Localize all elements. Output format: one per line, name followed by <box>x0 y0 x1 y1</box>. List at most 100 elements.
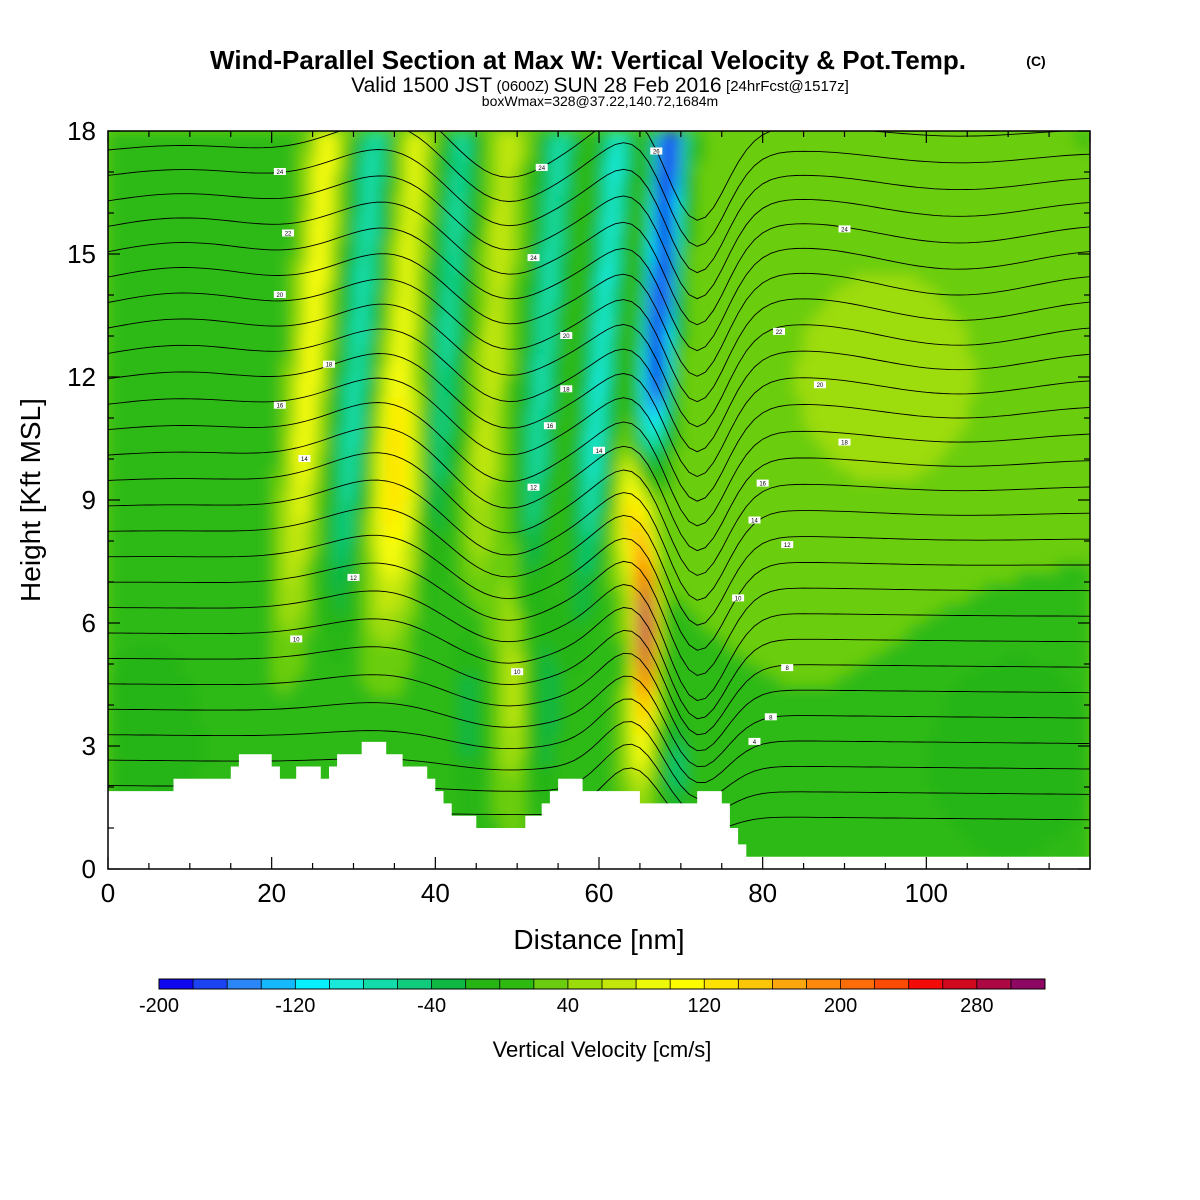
velocity-cell <box>304 233 314 245</box>
velocity-cell <box>108 254 117 265</box>
velocity-cell <box>607 551 616 563</box>
velocity-cell <box>124 684 134 696</box>
velocity-cell <box>590 479 600 491</box>
velocity-cell <box>418 623 428 634</box>
velocity-cell <box>173 315 183 327</box>
velocity-cell <box>566 561 576 573</box>
velocity-cell <box>549 684 559 696</box>
velocity-cell <box>443 520 453 532</box>
velocity-cell <box>508 428 518 440</box>
velocity-cell <box>157 479 166 491</box>
velocity-cell <box>615 530 625 542</box>
velocity-cell <box>353 407 363 419</box>
velocity-cell <box>664 725 674 737</box>
velocity-cell <box>304 305 314 317</box>
velocity-cell <box>394 633 404 645</box>
velocity-cell <box>623 407 633 419</box>
velocity-cell <box>517 243 526 255</box>
velocity-cell <box>443 530 453 542</box>
velocity-cell <box>394 233 404 245</box>
velocity-cell <box>181 489 191 501</box>
velocity-cell <box>173 336 183 347</box>
velocity-cell <box>468 674 477 686</box>
velocity-cell <box>558 684 567 696</box>
velocity-cell <box>582 612 592 624</box>
velocity-cell <box>410 561 420 573</box>
velocity-cell <box>639 602 649 614</box>
velocity-cell <box>410 735 420 747</box>
velocity-cell <box>549 766 559 778</box>
velocity-cell <box>116 479 125 491</box>
velocity-cell <box>631 305 641 317</box>
velocity-cell <box>206 715 215 727</box>
velocity-cell <box>116 694 125 706</box>
velocity-cell <box>189 479 199 491</box>
velocity-cell <box>279 428 289 440</box>
velocity-cell <box>279 571 289 583</box>
velocity-cell <box>402 131 412 142</box>
velocity-cell <box>140 397 150 409</box>
velocity-cell <box>672 797 682 809</box>
velocity-cell <box>230 305 240 317</box>
velocity-cell <box>533 807 543 819</box>
velocity-cell <box>263 694 273 706</box>
velocity-cell <box>541 725 551 737</box>
velocity-cell <box>590 131 600 142</box>
velocity-cell <box>508 438 518 450</box>
velocity-cell <box>206 274 215 286</box>
velocity-cell <box>435 766 445 778</box>
velocity-cell <box>206 202 215 214</box>
velocity-cell <box>664 213 674 224</box>
velocity-cell <box>378 448 387 460</box>
velocity-cell <box>148 489 158 501</box>
velocity-cell <box>296 705 305 716</box>
velocity-cell <box>108 243 117 255</box>
velocity-cell <box>484 377 494 388</box>
velocity-cell <box>140 612 150 624</box>
velocity-cell <box>304 520 314 532</box>
velocity-cell <box>607 182 616 194</box>
velocity-cell <box>247 213 256 224</box>
velocity-cell <box>492 428 502 440</box>
velocity-cell <box>165 346 175 358</box>
velocity-cell <box>517 264 526 276</box>
velocity-cell <box>533 746 543 757</box>
velocity-cell <box>124 489 134 501</box>
velocity-cell <box>566 653 576 665</box>
velocity-cell <box>124 725 134 737</box>
velocity-cell <box>410 459 420 470</box>
velocity-cell <box>288 674 297 686</box>
velocity-cell <box>443 397 453 409</box>
velocity-cell <box>328 295 338 306</box>
velocity-cell <box>181 746 191 757</box>
velocity-cell <box>574 766 584 778</box>
velocity-cell <box>214 448 224 460</box>
velocity-cell <box>337 633 346 645</box>
velocity-cell <box>582 182 592 194</box>
velocity-cell <box>394 223 404 235</box>
velocity-cell <box>508 131 518 142</box>
velocity-cell <box>271 459 281 470</box>
velocity-cell <box>500 336 510 347</box>
velocity-cell <box>451 192 461 204</box>
velocity-cell <box>631 254 641 265</box>
velocity-cell <box>312 592 322 604</box>
velocity-cell <box>517 315 526 327</box>
velocity-cell <box>517 776 526 788</box>
velocity-cell <box>418 664 428 675</box>
velocity-cell <box>451 602 461 614</box>
velocity-cell <box>574 735 584 747</box>
velocity-cell <box>549 336 559 347</box>
velocity-cell <box>525 787 535 798</box>
velocity-cell <box>116 725 125 737</box>
velocity-cell <box>222 725 232 737</box>
velocity-cell <box>116 172 125 183</box>
velocity-cell <box>525 274 535 286</box>
velocity-cell <box>533 459 543 470</box>
velocity-cell <box>508 623 518 634</box>
velocity-cell <box>468 510 477 522</box>
velocity-cell <box>328 715 338 727</box>
velocity-cell <box>361 623 371 634</box>
velocity-cell <box>320 233 330 245</box>
velocity-cell <box>214 766 224 778</box>
